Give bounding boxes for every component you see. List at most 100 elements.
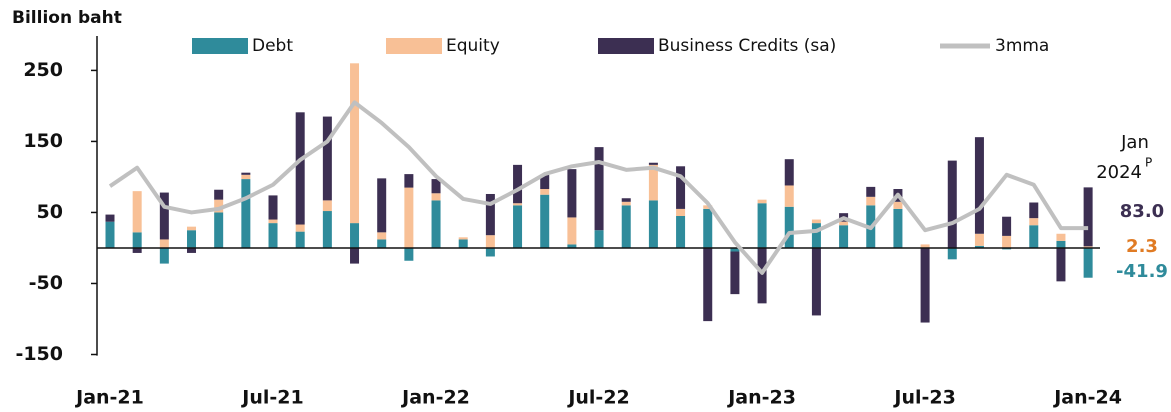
- x-tick-label: Jan-22: [400, 387, 470, 409]
- bar: [377, 239, 387, 248]
- legend-label: Equity: [446, 36, 500, 56]
- line: [108, 100, 1089, 275]
- legend-label: 3mma: [995, 36, 1049, 56]
- bar: [350, 223, 360, 248]
- legend-swatch: [598, 38, 654, 54]
- bar: [431, 193, 441, 201]
- bar: [594, 230, 604, 248]
- bar: [431, 179, 441, 194]
- bar: [458, 239, 468, 248]
- bar: [268, 195, 278, 220]
- annotation: 2024: [1096, 162, 1142, 183]
- bar: [513, 205, 523, 248]
- bar: [1056, 240, 1066, 248]
- bar: [1083, 246, 1093, 248]
- bar: [295, 224, 305, 232]
- bar: [974, 245, 984, 248]
- bar: [893, 201, 903, 209]
- x-tick-label: Jan-23: [726, 387, 796, 409]
- bar: [567, 244, 577, 248]
- x-tick-label: Jan-24: [1052, 387, 1122, 409]
- bar: [241, 172, 251, 175]
- bar: [621, 198, 631, 202]
- bar: [404, 174, 414, 188]
- bar: [947, 160, 957, 248]
- y-tick-label: -50: [29, 272, 63, 294]
- value-label: -41.9: [1116, 261, 1168, 282]
- bar: [132, 247, 142, 253]
- bar: [1056, 247, 1066, 282]
- bar: [730, 247, 740, 252]
- bar: [567, 217, 577, 245]
- annotation: P: [1145, 156, 1152, 170]
- bar: [839, 225, 849, 248]
- bar: [893, 208, 903, 248]
- bar: [241, 174, 251, 180]
- x-tick-label: Jan-21: [74, 387, 144, 409]
- bar: [485, 235, 495, 248]
- bar: [404, 247, 414, 261]
- bar: [350, 63, 360, 224]
- bar: [811, 247, 821, 316]
- bar: [295, 112, 305, 225]
- bar: [377, 232, 387, 240]
- bar: [1002, 216, 1012, 236]
- bar: [132, 191, 142, 233]
- bar: [458, 237, 468, 240]
- legend-label: Debt: [252, 36, 293, 56]
- bar: [703, 208, 713, 248]
- bar: [540, 174, 550, 190]
- bar: [1029, 225, 1039, 248]
- bar: [784, 185, 794, 207]
- y-tick-label: 250: [23, 59, 63, 81]
- bar: [811, 219, 821, 224]
- bar: [648, 164, 658, 201]
- bar: [974, 137, 984, 234]
- annotation: Jan: [1120, 132, 1149, 153]
- bar: [540, 189, 550, 195]
- bar: [866, 196, 876, 206]
- x-tick-label: Jul-23: [892, 387, 955, 409]
- bar: [757, 247, 767, 304]
- bar: [1083, 247, 1093, 278]
- bar: [920, 247, 930, 323]
- x-tick-label: Jul-21: [240, 387, 303, 409]
- legend-swatch: [192, 38, 248, 54]
- bar: [322, 211, 332, 248]
- bar: [947, 247, 957, 260]
- bar: [322, 116, 332, 201]
- bar: [703, 247, 713, 322]
- bar: [648, 162, 658, 165]
- bar: [839, 221, 849, 226]
- bar: [377, 178, 387, 233]
- bar: [540, 194, 550, 248]
- bar: [648, 200, 658, 248]
- bar: [1029, 202, 1039, 219]
- bar: [513, 164, 523, 204]
- bar: [811, 223, 821, 248]
- bar: [159, 239, 169, 248]
- bar: [621, 201, 631, 206]
- legend-swatch: [386, 38, 442, 54]
- y-tick-label: -150: [15, 343, 63, 365]
- bar: [784, 206, 794, 248]
- bar: [322, 200, 332, 212]
- bar: [187, 230, 197, 248]
- bar: [187, 247, 197, 253]
- bar: [1002, 235, 1012, 248]
- bar: [703, 205, 713, 209]
- bar: [268, 223, 278, 248]
- value-label: 83.0: [1120, 201, 1164, 222]
- bar: [1083, 187, 1093, 247]
- bar: [295, 231, 305, 248]
- bar: [404, 187, 414, 248]
- value-label: 2.3: [1126, 236, 1158, 257]
- y-tick-label: 150: [23, 130, 63, 152]
- bar: [105, 221, 115, 248]
- bar: [1029, 218, 1039, 226]
- bar: [485, 247, 495, 257]
- bar: [132, 232, 142, 248]
- bar: [1056, 233, 1066, 241]
- bar: [159, 247, 169, 264]
